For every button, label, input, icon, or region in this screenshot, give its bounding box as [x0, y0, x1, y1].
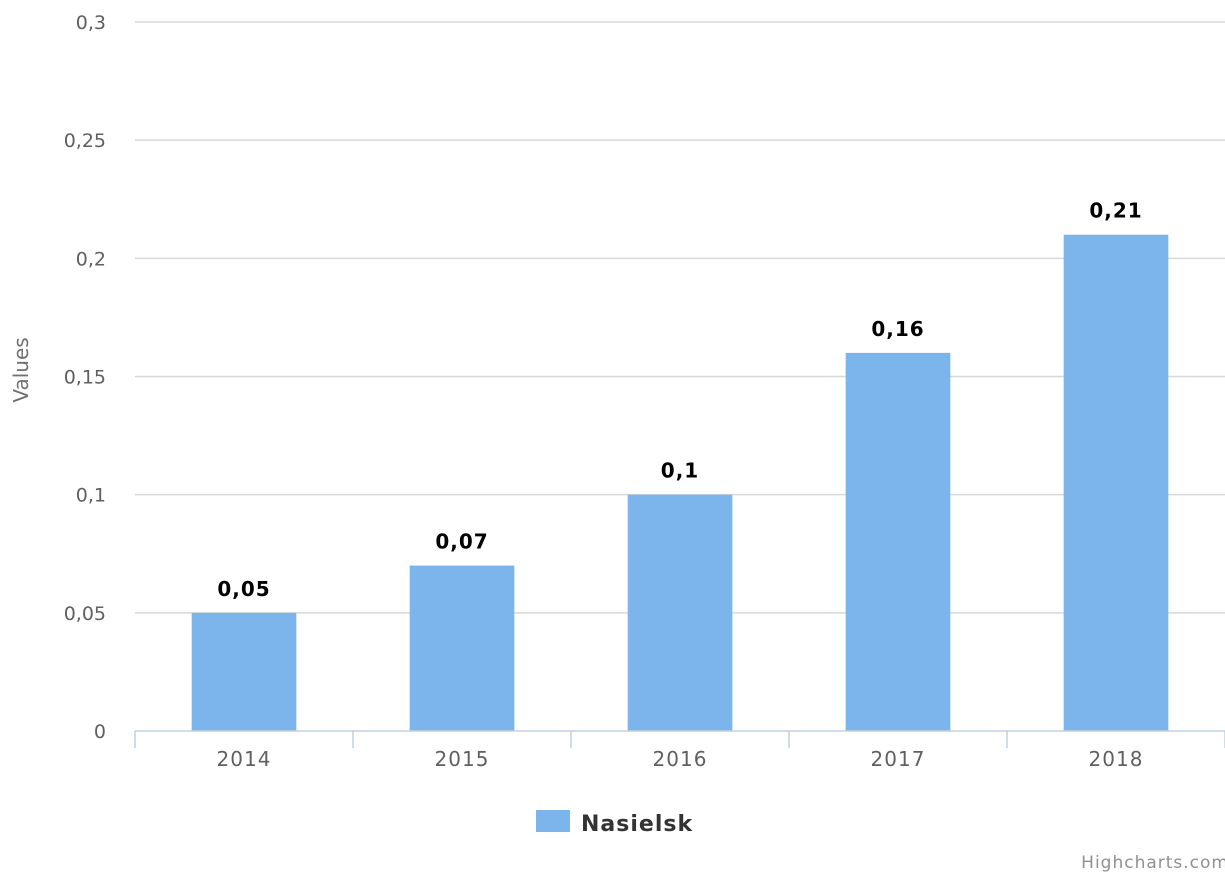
bar-2016[interactable] — [627, 494, 733, 731]
y-axis-title: Values — [9, 337, 33, 402]
x-tick-label: 2018 — [1089, 747, 1144, 771]
y-tick-label: 0,15 — [64, 367, 106, 389]
bar-2017[interactable] — [845, 352, 951, 731]
y-tick-label: 0,3 — [76, 12, 106, 34]
y-tick-label: 0,2 — [76, 248, 106, 270]
data-label-2014: 0,05 — [217, 577, 270, 601]
x-tick-label: 2017 — [871, 747, 926, 771]
bar-series — [191, 234, 1169, 731]
data-label-2015: 0,07 — [435, 530, 488, 554]
data-label-2016: 0,1 — [661, 459, 699, 483]
data-labels: 0,05 0,07 0,1 0,16 0,21 — [217, 199, 1142, 601]
y-tick-label: 0,1 — [76, 485, 106, 507]
y-tick-label: 0,25 — [64, 130, 106, 152]
legend-swatch[interactable] — [536, 810, 570, 832]
x-axis: 2014 2015 2016 2017 2018 — [134, 730, 1225, 771]
y-axis-tick-labels: 0 0,05 0,1 0,15 0,2 0,25 0,3 — [64, 12, 106, 743]
bar-2015[interactable] — [409, 565, 515, 731]
x-tick-label: 2016 — [653, 747, 708, 771]
credits-link[interactable]: Highcharts.com — [1081, 853, 1225, 873]
bar-2018[interactable] — [1063, 234, 1169, 731]
legend[interactable]: Nasielsk — [536, 810, 693, 837]
legend-label-nasielsk[interactable]: Nasielsk — [581, 812, 693, 837]
data-label-2017: 0,16 — [871, 317, 924, 341]
bar-2014[interactable] — [191, 612, 297, 731]
y-tick-label: 0 — [94, 721, 106, 743]
y-tick-label: 0,05 — [64, 603, 106, 625]
grid-lines — [135, 21, 1225, 614]
x-tick-label: 2014 — [217, 747, 272, 771]
x-tick-label: 2015 — [435, 747, 490, 771]
data-label-2018: 0,21 — [1089, 199, 1142, 223]
